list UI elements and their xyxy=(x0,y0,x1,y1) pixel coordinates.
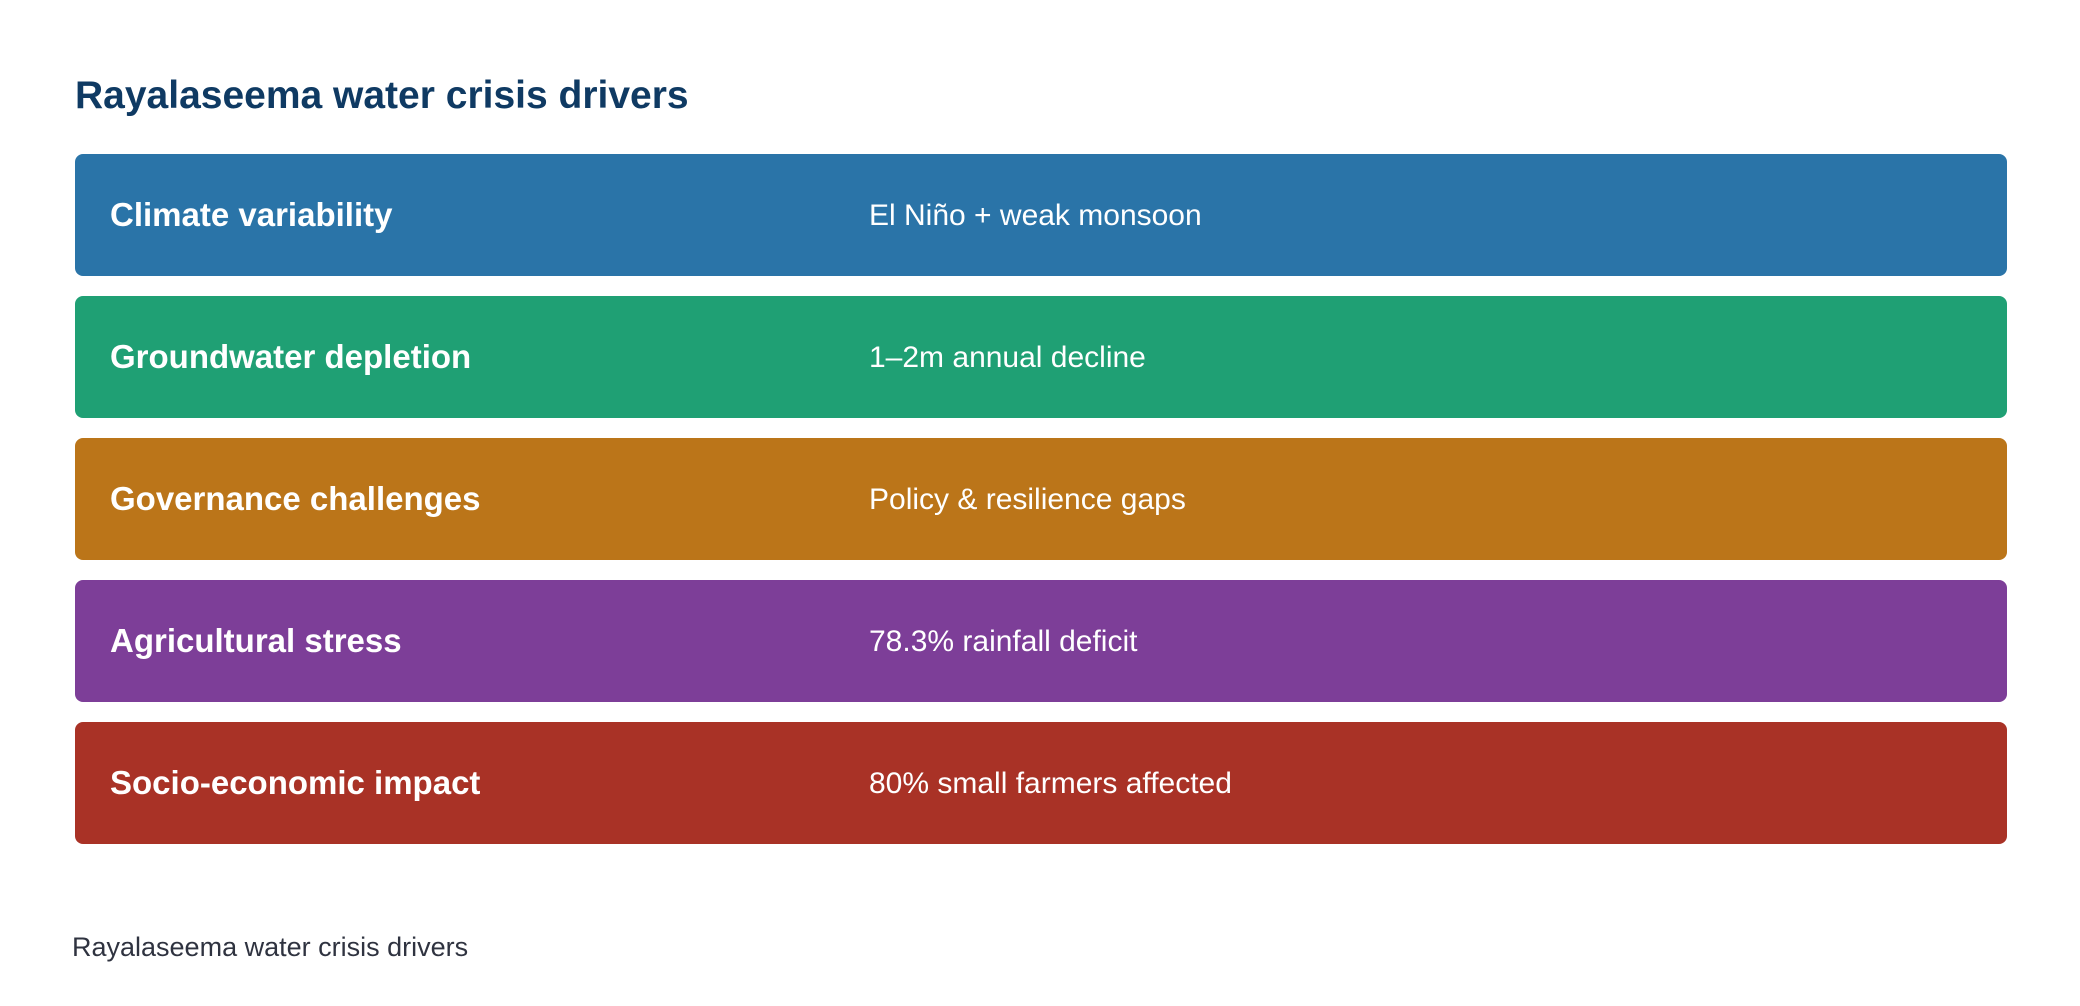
driver-label: Agricultural stress xyxy=(110,622,402,659)
driver-detail: Policy & resilience gaps xyxy=(869,483,1186,516)
driver-label: Climate variability xyxy=(110,196,393,233)
figure-caption: Rayalaseema water crisis drivers xyxy=(72,932,469,962)
drivers-list: Climate variability El Niño + weak monso… xyxy=(75,154,2007,844)
page-title: Rayalaseema water crisis drivers xyxy=(75,74,689,117)
driver-row-socio-economic-impact: Socio-economic impact 80% small farmers … xyxy=(75,722,2007,844)
driver-row-groundwater-depletion: Groundwater depletion 1–2m annual declin… xyxy=(75,296,2007,418)
driver-label: Groundwater depletion xyxy=(110,338,472,375)
driver-detail: 80% small farmers affected xyxy=(869,767,1232,800)
driver-row-agricultural-stress: Agricultural stress 78.3% rainfall defic… xyxy=(75,580,2007,702)
driver-detail: El Niño + weak monsoon xyxy=(869,199,1202,232)
driver-label: Governance challenges xyxy=(110,480,481,517)
driver-detail: 1–2m annual decline xyxy=(869,341,1146,374)
driver-detail: 78.3% rainfall deficit xyxy=(869,625,1138,658)
driver-row-governance-challenges: Governance challenges Policy & resilienc… xyxy=(75,438,2007,560)
driver-row-climate-variability: Climate variability El Niño + weak monso… xyxy=(75,154,2007,276)
driver-label: Socio-economic impact xyxy=(110,764,481,801)
